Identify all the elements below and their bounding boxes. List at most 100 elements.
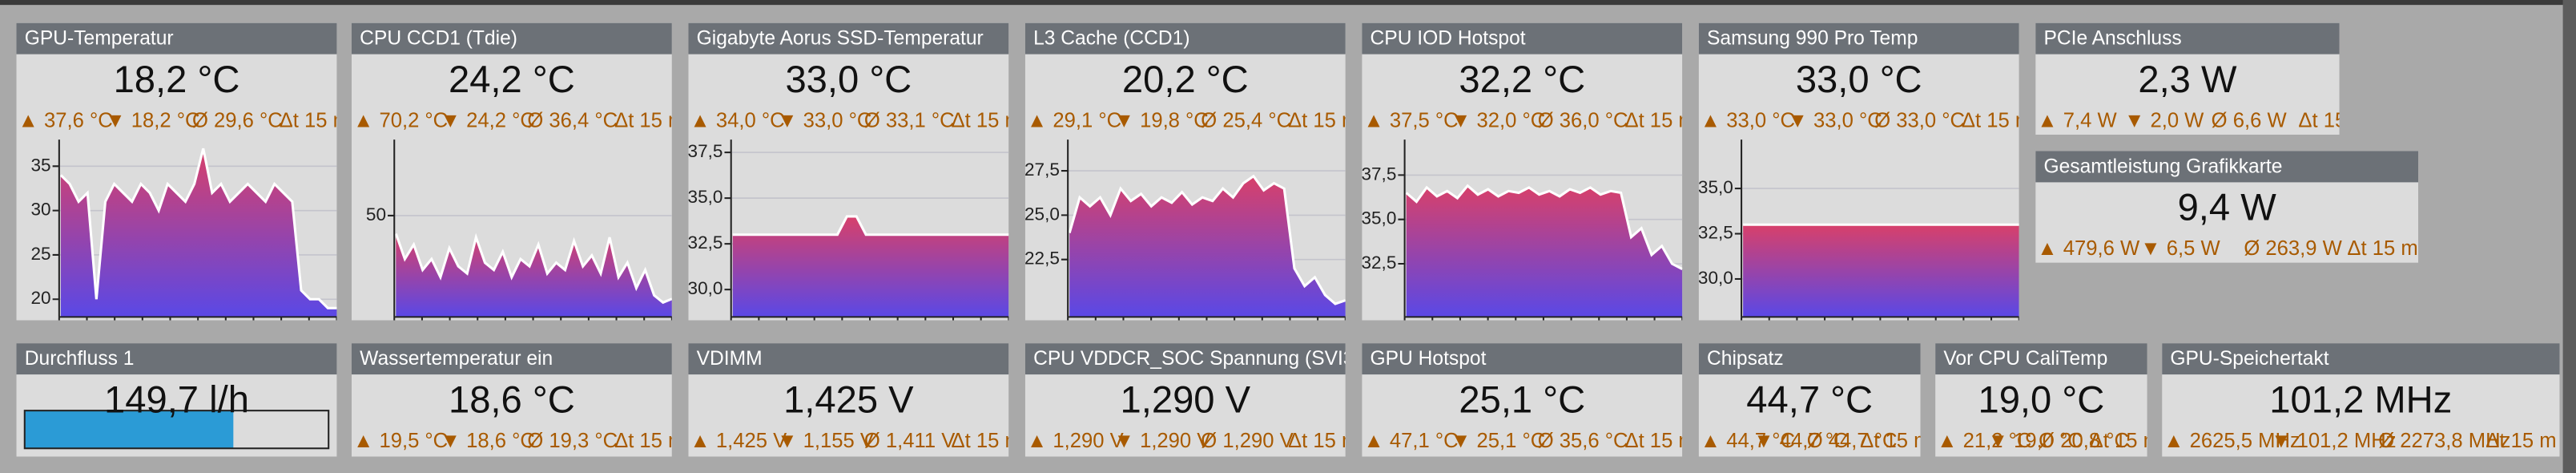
y-tick-label: 30,0 bbox=[1698, 268, 1733, 288]
y-tick-label: 35,0 bbox=[688, 187, 723, 207]
stat: ▼ 19,0 °C bbox=[1988, 430, 2083, 452]
y-tick-label: 50 bbox=[366, 204, 386, 224]
stat: Ø 2273,8 MHz bbox=[2378, 430, 2510, 452]
title-bar bbox=[2162, 343, 2560, 375]
line bbox=[394, 232, 672, 305]
stat: ▲ 479,6 W bbox=[2037, 237, 2140, 260]
stat: ▼ 33,0 °C bbox=[1788, 109, 1882, 131]
stat: ▼ 33,0 °C bbox=[777, 109, 871, 131]
bar-fill bbox=[24, 410, 234, 449]
panel-title: GPU-Temperatur bbox=[25, 28, 174, 50]
y-tick-label: 30,0 bbox=[688, 278, 723, 298]
panel-value: 2,3 W bbox=[2138, 58, 2237, 100]
panel-value: 44,7 °C bbox=[1746, 378, 1873, 420]
panel-value: 20,2 °C bbox=[1122, 58, 1249, 100]
panel-value: 33,0 °C bbox=[785, 58, 912, 100]
y-tick-label: 20 bbox=[31, 288, 51, 308]
stat: ▼ 1,290 V bbox=[1114, 430, 1211, 452]
stat: ▲ 34,0 °C bbox=[690, 109, 784, 131]
panel: L3 Cache (CCD1) 20,2 °C▲ 29,1 °C▼ 19,8 °C… bbox=[1024, 22, 1346, 321]
right-edge bbox=[2562, 0, 2576, 473]
stat: Ø 36,0 °C bbox=[1538, 109, 1628, 131]
panel: Gigabyte Aorus SSD-Temperatur 33,0 °C▲ 34… bbox=[688, 22, 1009, 321]
stat: ▼ 2,0 W bbox=[2124, 109, 2204, 131]
stat: ▼ 24,2 °C bbox=[441, 109, 535, 131]
panel-title: L3 Cache (CCD1) bbox=[1033, 28, 1189, 50]
panel-title: CPU IOD Hotspot bbox=[1371, 28, 1526, 50]
title-bar bbox=[688, 343, 1009, 375]
panel-title: Vor CPU CaliTemp bbox=[1943, 348, 2107, 370]
title-bar bbox=[16, 22, 337, 55]
panel-value: 9,4 W bbox=[2178, 186, 2277, 228]
panel: CPU CCD1 (Tdie) 24,2 °C▲ 70,2 °C▼ 24,2 °C… bbox=[351, 22, 672, 321]
panel: PCIe Anschluss 2,3 W ▲ 7,4 W ▼ 2,0 W Ø 6,6 W… bbox=[2035, 22, 2369, 135]
title-bar bbox=[1024, 22, 1346, 55]
panel-title: CPU CCD1 (Tdie) bbox=[360, 28, 517, 50]
stat: Δt 15 m bbox=[1624, 430, 1695, 452]
stat: ▲ 33,0 °C bbox=[1701, 109, 1795, 131]
stat: Δt 15 m bbox=[2090, 430, 2160, 452]
area bbox=[1743, 224, 2019, 317]
panel-title: Gigabyte Aorus SSD-Temperatur bbox=[697, 28, 984, 50]
stat: ▼ 1,155 V bbox=[777, 430, 874, 452]
panel: Samsung 990 Pro Temp 33,0 °C▲ 33,0 °C▼ 33… bbox=[1698, 22, 2019, 321]
panel-value: 32,2 °C bbox=[1459, 58, 1585, 100]
panel: GPU Hotspot 25,1 °C▲ 47,1 °C▼ 25,1 °CØ 35… bbox=[1362, 343, 1695, 457]
panel-title: PCIe Anschluss bbox=[2043, 28, 2181, 50]
panel-value: 18,2 °C bbox=[114, 58, 240, 100]
panel: VDIMM 1,425 V ▲ 1,425 V▼ 1,155 VØ 1,411 VΔ… bbox=[688, 343, 1022, 457]
panel-title: VDIMM bbox=[697, 348, 763, 370]
stat: ▼ 32,0 °C bbox=[1451, 109, 1545, 131]
stat: ▲ 37,5 °C bbox=[1363, 109, 1458, 131]
y-tick-label: 25,0 bbox=[1024, 204, 1060, 224]
stat: ▼ 18,6 °C bbox=[441, 430, 535, 452]
title-bar bbox=[1362, 343, 1683, 375]
panel: CPU IOD Hotspot 32,2 °C▲ 37,5 °C▼ 32,0 °C… bbox=[1361, 22, 1683, 321]
top-border bbox=[0, 0, 2576, 6]
stat: ▼ 18,2 °C bbox=[105, 109, 199, 131]
stat: ▲ 47,1 °C bbox=[1363, 430, 1458, 452]
area bbox=[732, 216, 1009, 317]
panel: Durchfluss 1 149,7 l/h bbox=[16, 343, 337, 457]
stat: Δt 15 m bbox=[1860, 430, 1930, 452]
panel-value: 33,0 °C bbox=[1796, 58, 1922, 100]
panel: GPU-Temperatur 18,2 °C▲ 37,6 °C▼ 18,2 °CØ… bbox=[16, 22, 337, 321]
stat: Ø 25,4 °C bbox=[1201, 109, 1291, 131]
stat: Δt 15 m bbox=[952, 430, 1022, 452]
panel-title: Gesamtleistung Grafikkarte bbox=[2043, 156, 2282, 177]
stat: ▲ 37,6 °C bbox=[18, 109, 113, 131]
area bbox=[1069, 176, 1346, 317]
title-bar bbox=[351, 22, 672, 55]
stat: Ø 19,3 °C bbox=[527, 430, 618, 452]
panel-title: Wassertemperatur ein bbox=[360, 348, 553, 370]
y-tick-label: 27,5 bbox=[1024, 160, 1060, 180]
panel-title: Durchfluss 1 bbox=[25, 348, 135, 370]
panel-title: GPU Hotspot bbox=[1371, 348, 1487, 370]
panel-value: 19,0 °C bbox=[1978, 378, 2104, 420]
stat: ▲ 2625,5 MHz bbox=[2163, 430, 2300, 452]
stat: Ø 1,411 V bbox=[864, 430, 955, 452]
stat: ▲ 1,290 V bbox=[1027, 430, 1124, 452]
stat: ▲ 1,425 V bbox=[690, 430, 787, 452]
stat: Ø 263,9 W bbox=[2244, 237, 2342, 260]
stat: Ø 33,1 °C bbox=[864, 109, 955, 131]
panel-value: 24,2 °C bbox=[449, 58, 575, 100]
y-tick-label: 35,0 bbox=[1698, 177, 1733, 197]
panel-value: 1,290 V bbox=[1121, 378, 1251, 420]
y-tick-label: 25 bbox=[31, 244, 51, 264]
area bbox=[60, 148, 337, 317]
line bbox=[1068, 174, 1346, 305]
y-tick-label: 35,0 bbox=[1361, 208, 1396, 228]
area bbox=[396, 233, 672, 317]
stat: Ø 35,6 °C bbox=[1538, 430, 1628, 452]
panel-value: 101,2 MHz bbox=[2269, 378, 2452, 420]
stat: Δt 15 m bbox=[2298, 109, 2369, 131]
line bbox=[59, 148, 337, 309]
stat: Ø 36,4 °C bbox=[527, 109, 618, 131]
line bbox=[732, 215, 1009, 236]
stat: Ø 1,290 V bbox=[1201, 430, 1293, 452]
title-bar bbox=[351, 343, 672, 375]
y-tick-label: 32,5 bbox=[688, 232, 723, 253]
panel: CPU VDDCR_SOC Spannung (SVI3 1,290 V ▲ 1,2… bbox=[1024, 343, 1346, 457]
